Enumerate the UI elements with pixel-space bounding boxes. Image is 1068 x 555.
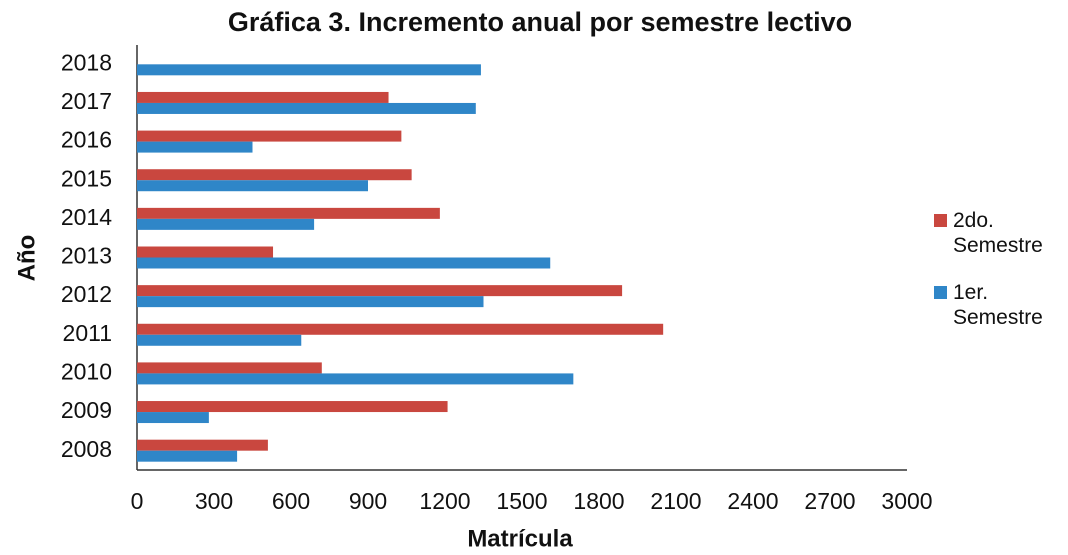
bar	[137, 207, 440, 219]
bar	[137, 246, 274, 258]
y-axis-title: Año	[13, 235, 40, 282]
x-tick-label: 1500	[496, 488, 547, 514]
legend: 2do. Semestre 1er. Semestre	[934, 208, 1064, 352]
bar	[137, 91, 389, 103]
legend-label: 2do. Semestre	[953, 209, 1043, 257]
bar	[137, 412, 209, 424]
bar	[137, 169, 412, 181]
y-tick-label: 2009	[61, 397, 112, 423]
bar	[137, 401, 448, 413]
bar	[137, 334, 302, 346]
x-tick-label: 2100	[650, 488, 701, 514]
y-tick-label: 2017	[61, 88, 112, 114]
x-axis-title: Matrícula	[467, 525, 573, 552]
y-tick-label: 2008	[61, 436, 112, 462]
bar	[137, 130, 402, 142]
y-tick-label: 2010	[61, 358, 112, 384]
bar	[137, 180, 368, 192]
y-tick-label: 2015	[61, 165, 112, 191]
y-tick-label: 2011	[63, 320, 112, 346]
chart-title: Gráfica 3. Incremento anual por semestre…	[228, 7, 852, 37]
legend-item: 2do. Semestre	[934, 208, 1064, 258]
legend-swatch	[934, 214, 947, 227]
y-tick-label: 2013	[61, 243, 112, 269]
x-tick-label: 3000	[881, 488, 932, 514]
x-tick-label: 1200	[419, 488, 470, 514]
y-tick-label: 2018	[61, 49, 112, 75]
x-tick-label: 2700	[804, 488, 855, 514]
legend-item: 1er. Semestre	[934, 280, 1064, 330]
y-tick-label: 2014	[61, 204, 112, 230]
legend-swatch	[934, 286, 947, 299]
x-tick-label: 1800	[573, 488, 624, 514]
y-tick-label: 2012	[61, 281, 112, 307]
bar	[137, 102, 476, 114]
bar	[137, 373, 574, 385]
bar	[137, 141, 253, 153]
bar	[137, 450, 238, 462]
x-tick-label: 300	[195, 488, 233, 514]
bar	[137, 296, 484, 308]
x-tick-label: 0	[131, 488, 144, 514]
bar	[137, 64, 481, 76]
bar	[137, 323, 664, 335]
bar	[137, 362, 322, 374]
legend-label: 1er. Semestre	[953, 281, 1043, 329]
bar	[137, 439, 268, 451]
x-tick-label: 2400	[727, 488, 778, 514]
y-tick-label: 2016	[61, 127, 112, 153]
x-tick-label: 600	[272, 488, 310, 514]
bar	[137, 257, 551, 269]
bar	[137, 218, 315, 230]
bar	[137, 285, 623, 297]
x-tick-label: 900	[349, 488, 387, 514]
